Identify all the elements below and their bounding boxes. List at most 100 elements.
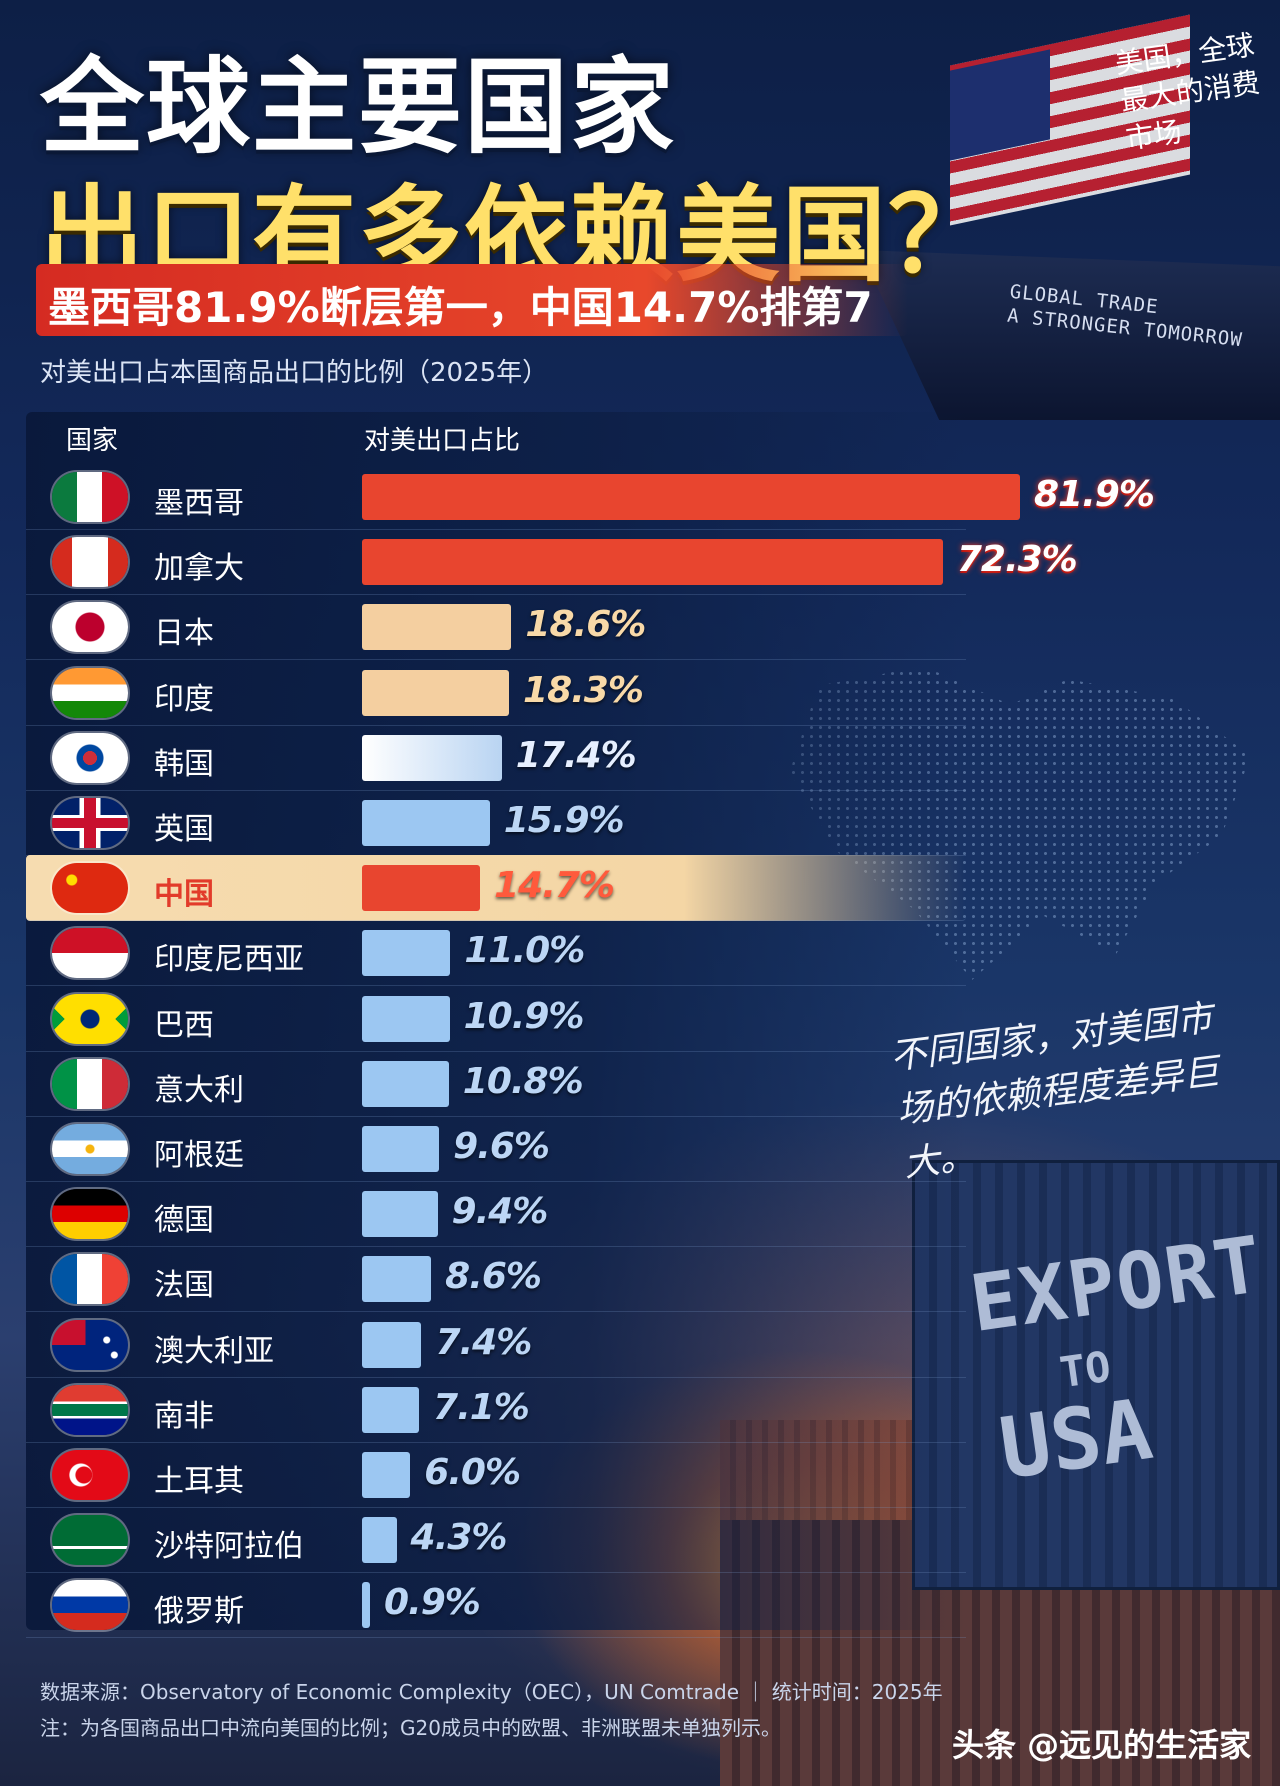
country-name: 加拿大 bbox=[154, 551, 244, 587]
table-row: 韩国 17.4% bbox=[26, 725, 966, 791]
container-text-usa: USA bbox=[993, 1379, 1158, 1499]
value-label: 11.0% bbox=[464, 930, 585, 972]
country-name: 巴西 bbox=[154, 1007, 214, 1043]
value-label: 10.8% bbox=[462, 1060, 584, 1102]
bar bbox=[362, 800, 490, 846]
country-name: 墨西哥 bbox=[154, 486, 244, 521]
bar bbox=[362, 930, 451, 977]
country-name: 德国 bbox=[154, 1203, 214, 1239]
country-name: 澳大利亚 bbox=[154, 1333, 274, 1369]
bar bbox=[362, 1321, 422, 1368]
table-row: 德国 9.4% bbox=[26, 1181, 966, 1248]
value-label: 15.9% bbox=[503, 800, 625, 841]
india-flag-icon bbox=[52, 667, 128, 718]
country-name: 土耳其 bbox=[154, 1464, 244, 1499]
table-row: 英国 15.9% bbox=[26, 790, 966, 856]
country-name: 韩国 bbox=[154, 746, 214, 782]
mexico-flag-icon bbox=[52, 472, 128, 522]
bar bbox=[362, 995, 450, 1042]
germany-flag-icon bbox=[52, 1189, 128, 1240]
table-row: 巴西 10.9% bbox=[26, 986, 966, 1052]
table-row: 沙特阿拉伯 4.3% bbox=[26, 1507, 966, 1574]
country-name: 阿根廷 bbox=[154, 1138, 244, 1173]
bar bbox=[362, 1256, 432, 1303]
country-name: 英国 bbox=[154, 812, 214, 847]
canada-flag-icon bbox=[52, 537, 128, 588]
country-name: 印度尼西亚 bbox=[154, 942, 304, 978]
china-flag-icon bbox=[52, 863, 128, 914]
country-name: 沙特阿拉伯 bbox=[154, 1529, 304, 1565]
value-label: 81.9% bbox=[1034, 474, 1155, 515]
bar bbox=[362, 604, 512, 651]
table-row: 南非 7.1% bbox=[26, 1377, 966, 1443]
australia-flag-icon bbox=[52, 1319, 128, 1370]
uk-flag-icon bbox=[52, 798, 128, 848]
country-name: 中国 bbox=[154, 877, 214, 913]
france-flag-icon bbox=[52, 1254, 128, 1305]
bar bbox=[362, 474, 1020, 520]
country-name: 南非 bbox=[154, 1398, 214, 1434]
subtitle: 墨西哥81.9%断层第一，中国14.7%排第7 bbox=[48, 283, 873, 332]
footnote: 注：为各国商品出口中流向美国的比例；G20成员中的欧盟、非洲联盟未单独列示。 bbox=[40, 1716, 781, 1740]
bar bbox=[362, 669, 510, 716]
korea-flag-icon bbox=[52, 732, 128, 783]
table-row: 法国 8.6% bbox=[26, 1246, 966, 1313]
table-row: 印度尼西亚 11.0% bbox=[26, 920, 966, 987]
table-row: 加拿大 72.3% bbox=[26, 529, 1078, 596]
page-title-line1: 全球主要国家 bbox=[40, 46, 677, 168]
table-row: 阿根廷 9.6% bbox=[26, 1116, 966, 1182]
corner-note: 美国，全球最大的消费市场 bbox=[1113, 28, 1262, 156]
italy-flag-icon bbox=[52, 1058, 128, 1109]
value-label: 6.0% bbox=[424, 1452, 521, 1493]
value-label: 9.6% bbox=[453, 1126, 550, 1167]
table-row: 澳大利亚 7.4% bbox=[26, 1312, 966, 1378]
table-row: 俄罗斯 0.9% bbox=[26, 1572, 966, 1639]
brazil-flag-icon bbox=[52, 993, 128, 1044]
table-row: 日本 18.6% bbox=[26, 594, 966, 661]
table-row: 墨西哥 81.9% bbox=[26, 464, 1155, 530]
value-label: 18.6% bbox=[525, 604, 646, 646]
column-header-share: 对美出口占比 bbox=[364, 426, 521, 456]
value-label: 17.4% bbox=[515, 734, 637, 776]
chart-caption: 对美出口占本国商品出口的比例（2025年） bbox=[40, 358, 549, 388]
table-row: 印度 18.3% bbox=[26, 660, 966, 726]
value-label: 8.6% bbox=[445, 1256, 542, 1298]
bar bbox=[362, 1452, 411, 1498]
country-name: 印度 bbox=[154, 681, 214, 717]
value-label: 4.3% bbox=[410, 1517, 508, 1559]
country-name: 日本 bbox=[154, 616, 214, 652]
russia-flag-icon bbox=[52, 1580, 128, 1631]
table-row: 土耳其 6.0% bbox=[26, 1442, 966, 1508]
argentina-flag-icon bbox=[52, 1124, 128, 1174]
country-name: 意大利 bbox=[154, 1072, 244, 1108]
value-label: 9.4% bbox=[451, 1191, 549, 1233]
bar bbox=[362, 1126, 440, 1172]
value-label: 18.3% bbox=[523, 669, 644, 711]
value-label: 0.9% bbox=[384, 1582, 481, 1624]
south-africa-flag-icon bbox=[52, 1384, 128, 1435]
bar bbox=[362, 734, 502, 781]
bar bbox=[362, 1517, 397, 1564]
cargo-ship-hull bbox=[860, 250, 1280, 420]
subtitle-banner bbox=[36, 264, 908, 336]
bar bbox=[362, 1060, 449, 1107]
table-row: 中国 14.7% bbox=[26, 855, 966, 922]
bar bbox=[362, 1191, 438, 1238]
japan-flag-icon bbox=[52, 602, 128, 653]
value-label: 7.1% bbox=[433, 1386, 530, 1428]
value-label: 72.3% bbox=[956, 539, 1078, 581]
bar bbox=[362, 1386, 420, 1433]
saudi-arabia-flag-icon bbox=[52, 1515, 128, 1566]
turkey-flag-icon bbox=[52, 1450, 128, 1500]
bar bbox=[362, 865, 481, 912]
country-name: 法国 bbox=[154, 1268, 214, 1304]
shipping-container bbox=[912, 1160, 1280, 1590]
bar bbox=[362, 539, 943, 586]
watermark: 头条 @远见的生活家 bbox=[952, 1726, 1252, 1764]
value-label: 10.9% bbox=[463, 995, 585, 1037]
bar bbox=[362, 1582, 370, 1629]
data-source: 数据来源：Observatory of Economic Complexity（… bbox=[40, 1680, 943, 1704]
value-label: 7.4% bbox=[435, 1321, 532, 1363]
column-header-country: 国家 bbox=[66, 426, 119, 456]
country-name: 俄罗斯 bbox=[154, 1594, 244, 1630]
